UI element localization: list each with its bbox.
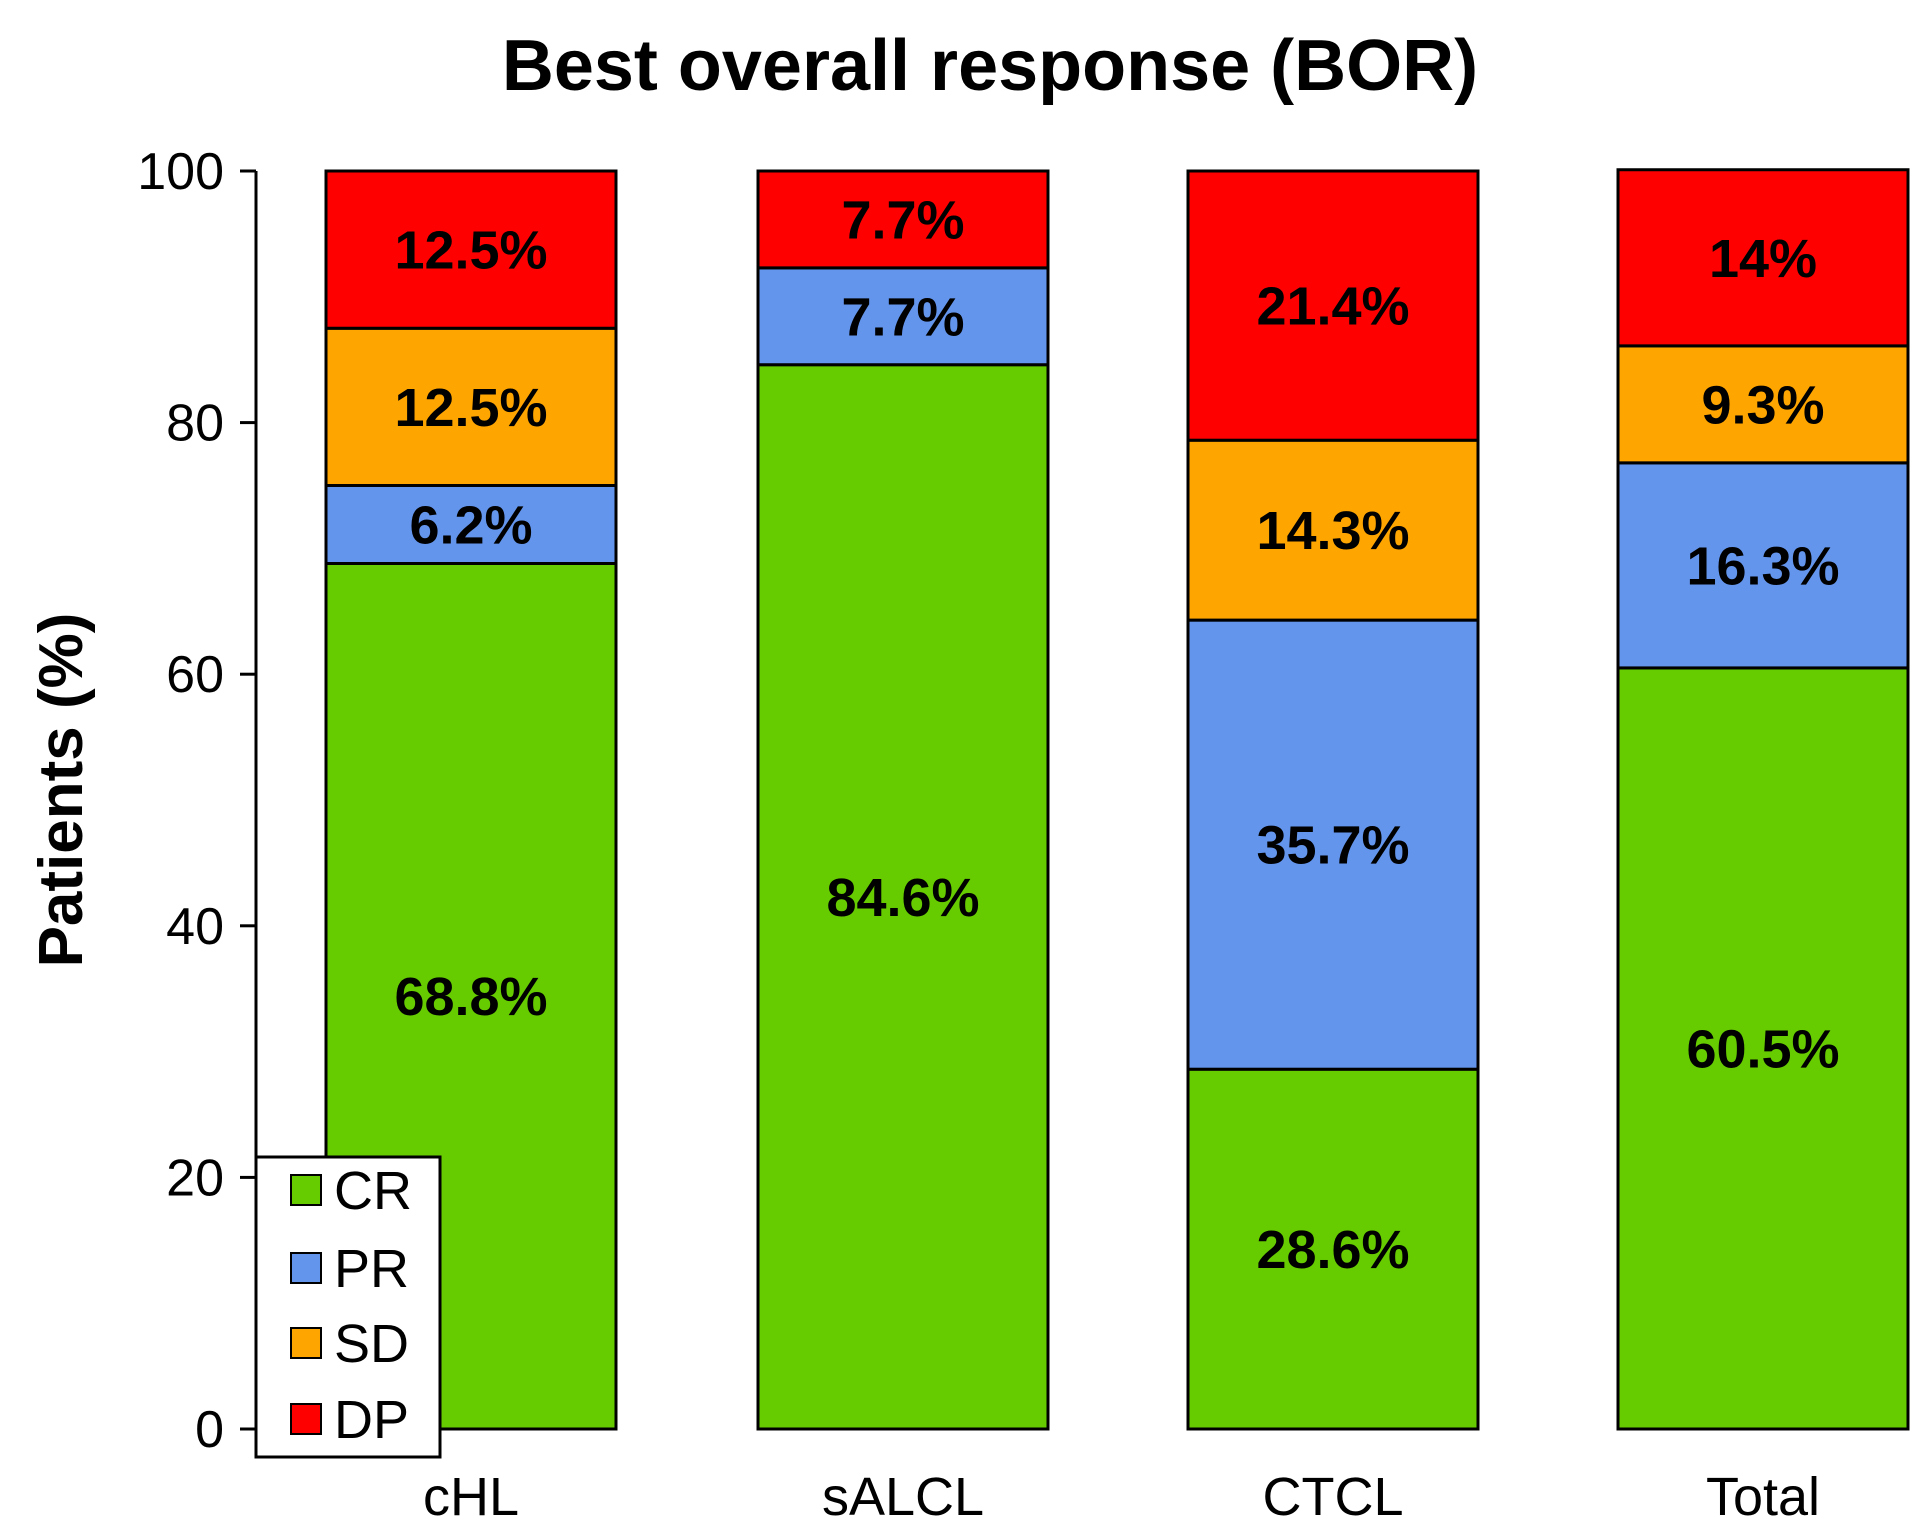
data-label-cr-chl: 68.8% bbox=[394, 967, 547, 1027]
y-tick-label: 0 bbox=[195, 1401, 224, 1459]
data-label-cr-total: 60.5% bbox=[1686, 1019, 1839, 1079]
bar-segment-dp-ctcl bbox=[1186, 169, 1480, 442]
bar-segment-cr-salcl bbox=[756, 363, 1050, 1431]
legend: CR PR SD DP bbox=[254, 1155, 442, 1459]
legend-swatch-dp bbox=[290, 1403, 322, 1435]
bar-segment-cr-total bbox=[1616, 666, 1910, 1431]
data-label-sd-total: 9.3% bbox=[1701, 375, 1824, 435]
x-tick-label: sALCL bbox=[822, 1467, 984, 1527]
legend-label-cr: CR bbox=[334, 1161, 412, 1221]
x-tick-label: cHL bbox=[423, 1467, 519, 1527]
data-label-dp-chl: 12.5% bbox=[394, 221, 547, 281]
data-label-dp-ctcl: 21.4% bbox=[1256, 277, 1409, 337]
bar-segment-sd-ctcl bbox=[1186, 438, 1480, 622]
y-axis-label: Patients (%) bbox=[27, 613, 96, 968]
y-tick-label: 100 bbox=[137, 143, 224, 201]
bar-segment-sd-chl bbox=[324, 326, 618, 487]
legend-swatch-sd bbox=[290, 1327, 322, 1359]
bar-segment-pr-chl bbox=[324, 484, 618, 565]
y-axis: 0 20 40 60 80 100 bbox=[137, 143, 258, 1459]
bar-segment-pr-ctcl bbox=[1186, 618, 1480, 1071]
bar-segment-pr-salcl bbox=[756, 266, 1050, 367]
legend-box bbox=[254, 1155, 442, 1459]
data-label-pr-chl: 6.2% bbox=[409, 495, 532, 555]
x-axis-labels: cHL sALCL CTCL Total bbox=[423, 1467, 1820, 1527]
legend-label-sd: SD bbox=[334, 1314, 409, 1374]
data-label-sd-ctcl: 14.3% bbox=[1256, 501, 1409, 561]
data-label-cr-salcl: 84.6% bbox=[826, 868, 979, 928]
data-label-dp-salcl: 7.7% bbox=[841, 190, 964, 250]
y-tick-label: 60 bbox=[166, 646, 224, 704]
legend-label-dp: DP bbox=[334, 1390, 409, 1450]
bar-segment-pr-total bbox=[1616, 461, 1910, 670]
legend-label-pr: PR bbox=[334, 1239, 409, 1299]
data-label-pr-total: 16.3% bbox=[1686, 536, 1839, 596]
data-label-pr-ctcl: 35.7% bbox=[1256, 816, 1409, 876]
bar-segment-sd-total bbox=[1616, 344, 1910, 465]
bar-segment-dp-salcl bbox=[756, 169, 1050, 270]
bar-segment-cr-ctcl bbox=[1186, 1067, 1480, 1431]
bar-segment-dp-total bbox=[1616, 168, 1910, 348]
data-label-dp-total: 14% bbox=[1709, 229, 1817, 289]
x-tick-label: CTCL bbox=[1262, 1467, 1403, 1527]
chart-title: Best overall response (BOR) bbox=[502, 26, 1478, 106]
y-tick-label: 20 bbox=[166, 1149, 224, 1207]
y-tick-label: 80 bbox=[166, 395, 224, 453]
bars: 68.8% 6.2% 12.5% 12.5% 84.6% 7.7% 7.7% 28.6% 35.… bbox=[324, 168, 1910, 1431]
bar-segment-dp-chl bbox=[324, 169, 618, 330]
y-tick-label: 40 bbox=[166, 898, 224, 956]
legend-swatch-pr bbox=[290, 1252, 322, 1284]
data-label-pr-salcl: 7.7% bbox=[841, 287, 964, 347]
data-label-cr-ctcl: 28.6% bbox=[1256, 1220, 1409, 1280]
legend-swatch-cr bbox=[290, 1174, 322, 1206]
data-label-sd-chl: 12.5% bbox=[394, 378, 547, 438]
x-tick-label: Total bbox=[1706, 1467, 1820, 1527]
